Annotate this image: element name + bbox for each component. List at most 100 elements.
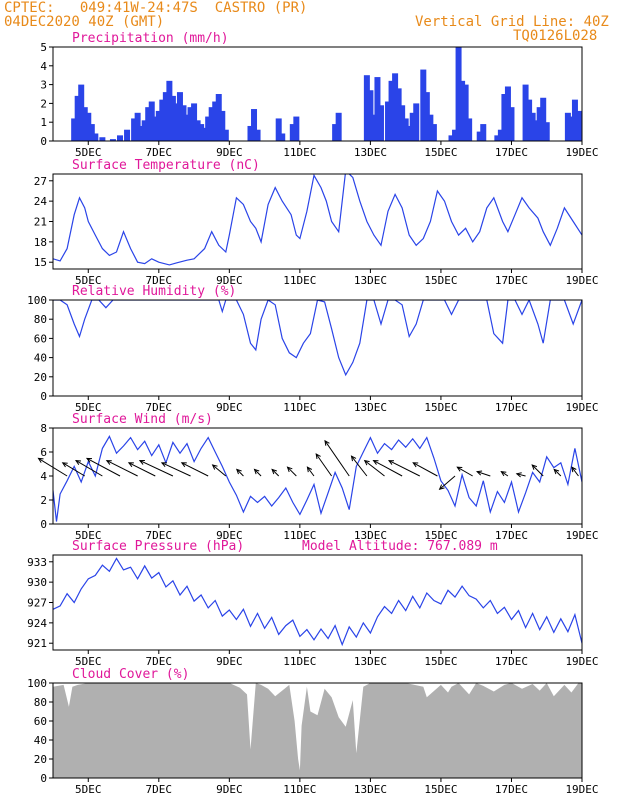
- precip-bar: [409, 112, 416, 141]
- precip-bar: [399, 105, 406, 141]
- precip-bar: [427, 114, 434, 141]
- precip-xtick-label: 5DEC: [75, 146, 102, 159]
- precip-bar: [494, 135, 501, 141]
- precip-bar: [173, 103, 180, 141]
- press-xtick-label: 7DEC: [146, 655, 173, 668]
- precip-bar: [275, 118, 282, 141]
- wind-arrow-head: [85, 457, 93, 463]
- precip-bar: [141, 120, 148, 141]
- wind-arrow: [62, 462, 85, 477]
- cloud-xtick-label: 7DEC: [146, 783, 173, 796]
- wind-line: [53, 435, 582, 522]
- rh-ytick-label: 40: [34, 352, 47, 365]
- precip-bar: [198, 124, 205, 141]
- wind-arrow: [271, 469, 280, 477]
- precip-bar: [413, 103, 420, 141]
- wind-ytick-label: 0: [40, 518, 47, 531]
- precip-ytick-label: 3: [40, 79, 47, 92]
- press-line: [53, 557, 582, 647]
- precip-xtick-label: 17DEC: [495, 146, 528, 159]
- wind-arrow-head: [500, 470, 507, 477]
- precip-ytick-label: 1: [40, 116, 47, 129]
- wind-ytick-label: 6: [40, 446, 47, 459]
- wind-arrow: [75, 460, 103, 477]
- precip-bar: [406, 125, 413, 141]
- wind-arrow: [212, 464, 227, 477]
- wind-arrow: [571, 466, 579, 477]
- wind-frame: [52, 427, 583, 525]
- temp-title: Surface Temperature (nC): [72, 158, 260, 173]
- wind-arrow-head: [211, 464, 218, 470]
- precip-bar: [402, 118, 409, 141]
- precip-bar: [564, 112, 571, 141]
- precip-bar: [187, 107, 194, 141]
- cloud-xtick-label: 13DEC: [354, 783, 387, 796]
- wind-arrow-head: [105, 460, 112, 465]
- precip-bar: [430, 124, 437, 141]
- precip-bar: [459, 80, 466, 141]
- wind-arrow: [106, 460, 138, 477]
- precip-bar: [335, 112, 342, 141]
- wind-arrow: [287, 466, 297, 477]
- precip-bar: [501, 94, 508, 141]
- wind-arrow-head: [553, 468, 560, 475]
- wind-arrow-head: [515, 472, 522, 478]
- wind-arrow-head: [412, 462, 419, 468]
- precip-bar: [152, 116, 159, 141]
- precip-bar: [222, 129, 229, 141]
- wind-arrow: [439, 475, 456, 490]
- precip-bar: [124, 129, 131, 141]
- precip-bar: [466, 118, 473, 141]
- cloud-xtick-label: 9DEC: [216, 783, 243, 796]
- precip-bar: [543, 122, 550, 141]
- wind-arrow-head: [531, 464, 538, 470]
- wind-arrow-head: [61, 462, 68, 468]
- precip-bar: [71, 118, 78, 141]
- wind-arrow-head: [74, 460, 82, 465]
- precip-bar: [247, 125, 254, 141]
- precip-ytick-label: 2: [40, 97, 47, 110]
- wind-arrow: [476, 471, 491, 477]
- wind-arrow: [388, 460, 420, 477]
- wind-arrow: [139, 460, 174, 477]
- wind-arrow: [254, 469, 262, 477]
- precip-xtick-label: 7DEC: [146, 146, 173, 159]
- press-xtick-label: 11DEC: [283, 655, 316, 668]
- wind-xtick-label: 5DEC: [75, 529, 102, 542]
- rh-line: [53, 300, 582, 377]
- cloud-ytick-label: 40: [34, 734, 47, 747]
- wind-arrow-head: [127, 462, 134, 468]
- precip-bar: [145, 107, 152, 141]
- wind-arrow: [306, 466, 315, 477]
- temp-ytick-label: 24: [34, 195, 48, 208]
- precip-bar: [117, 135, 124, 141]
- rh-ytick-label: 80: [34, 313, 47, 326]
- precip-bar: [180, 105, 187, 141]
- precip-bar: [536, 107, 543, 141]
- run-date: 04DEC2020 40Z (GMT): [4, 14, 165, 30]
- precip-bar: [99, 137, 106, 141]
- precip-bar: [420, 69, 427, 141]
- precip-xtick-label: 19DEC: [565, 146, 598, 159]
- vertical-grid-label: Vertical Grid Line: 40Z: [415, 14, 609, 30]
- precip-bar: [367, 90, 374, 141]
- precip-frame: [52, 46, 583, 142]
- precip-bar: [448, 135, 455, 141]
- wind-ytick-label: 2: [40, 494, 47, 507]
- wind-arrow: [236, 469, 244, 477]
- wind-xtick-label: 9DEC: [216, 529, 243, 542]
- cloud-title: Cloud Cover (%): [72, 667, 189, 682]
- rh-xtick-label: 17DEC: [495, 401, 528, 414]
- rh-frame: [52, 299, 583, 397]
- precip-bar: [508, 107, 515, 141]
- precip-bar: [166, 80, 173, 141]
- wind-arrow: [457, 466, 473, 477]
- rh-xtick-label: 19DEC: [565, 401, 598, 414]
- precip-bar: [480, 124, 487, 141]
- wind-arrow: [128, 462, 156, 477]
- precip-xtick-label: 11DEC: [283, 146, 316, 159]
- wind-arrow-head: [235, 468, 242, 475]
- wind-arrow-head: [160, 462, 167, 468]
- precip-title: Precipitation (mm/h): [72, 31, 229, 46]
- cloud-frame: [52, 682, 583, 779]
